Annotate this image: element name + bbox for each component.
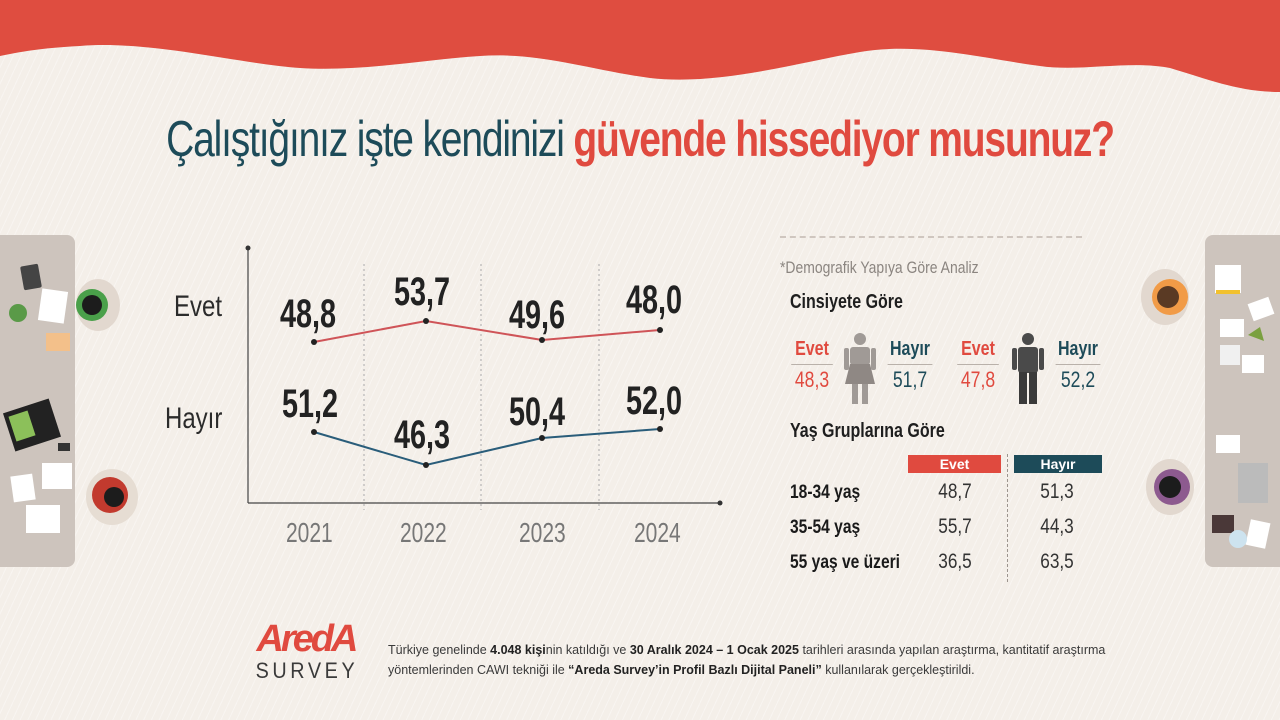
female-hayir: Hayır 51,7 xyxy=(882,338,938,393)
age-evet-value: 55,7 xyxy=(938,515,972,538)
left-desk-illustration xyxy=(0,235,138,567)
series-label-hayir: Hayır xyxy=(165,402,223,435)
age-evet-value: 36,5 xyxy=(938,550,972,573)
title-part-1: Çalıştığınız işte kendinizi xyxy=(166,111,565,167)
x-tick-label: 2023 xyxy=(519,517,566,548)
x-tick-label: 2021 xyxy=(286,517,333,548)
age-row-label: 18-34 yaş xyxy=(790,482,861,503)
age-column-divider xyxy=(1007,454,1008,582)
male-evet: Evet 47,8 xyxy=(952,338,1004,393)
male-figure-icon xyxy=(1012,333,1044,404)
age-col-evet: Evet xyxy=(908,455,1001,473)
page-title: Çalıştığınız işte kendinizi güvende hiss… xyxy=(141,110,1139,168)
data-label: 50,4 xyxy=(509,390,566,434)
right-desk-illustration xyxy=(1141,235,1280,567)
dashed-divider xyxy=(780,236,1082,238)
logo-wordmark: AredA xyxy=(256,618,358,660)
data-label: 49,6 xyxy=(509,293,566,337)
title-part-2: güvende hissediyor musunuz? xyxy=(573,111,1115,167)
age-heading: Yaş Gruplarına Göre xyxy=(790,420,945,442)
demographic-note: *Demografik Yapıya Göre Analiz xyxy=(780,258,979,277)
demographic-panel: *Demografik Yapıya Göre Analiz Cinsiyete… xyxy=(780,236,1102,582)
age-row-label: 35-54 yaş xyxy=(790,517,861,538)
x-tick-label: 2022 xyxy=(400,517,447,548)
age-hayir-value: 44,3 xyxy=(1040,515,1074,538)
chart-plot-area xyxy=(245,245,723,510)
data-label: 53,7 xyxy=(394,270,451,314)
series-label-evet: Evet xyxy=(174,290,223,323)
age-col-hayir: Hayır xyxy=(1014,455,1102,473)
x-tick-label: 2024 xyxy=(634,517,681,548)
gender-heading: Cinsiyete Göre xyxy=(790,291,903,313)
areda-survey-logo: AredA SURVEY xyxy=(250,620,362,690)
male-hayir: Hayır 52,2 xyxy=(1050,338,1106,393)
hayir-line xyxy=(313,428,661,467)
female-evet: Evet 48,3 xyxy=(786,338,838,393)
data-label: 48,8 xyxy=(280,292,337,336)
logo-subtitle: SURVEY xyxy=(255,658,359,683)
data-label: 51,2 xyxy=(282,382,339,426)
evet-line xyxy=(313,319,661,343)
data-label: 48,0 xyxy=(626,278,683,322)
female-figure-icon xyxy=(844,333,876,404)
header-wave-banner xyxy=(0,0,1280,92)
age-evet-value: 48,7 xyxy=(938,480,972,503)
age-hayir-value: 63,5 xyxy=(1040,550,1074,573)
age-row-label: 55 yaş ve üzeri xyxy=(790,552,901,573)
data-label: 52,0 xyxy=(626,379,683,423)
age-hayir-value: 51,3 xyxy=(1040,480,1074,503)
data-label: 46,3 xyxy=(394,413,451,457)
line-chart: Evet Hayır 48,8 53,7 49,6 48,0 51,2 46,3… xyxy=(160,240,740,570)
methodology-note: Türkiye genelinde 4.048 kişinin katıldığ… xyxy=(388,643,1106,677)
